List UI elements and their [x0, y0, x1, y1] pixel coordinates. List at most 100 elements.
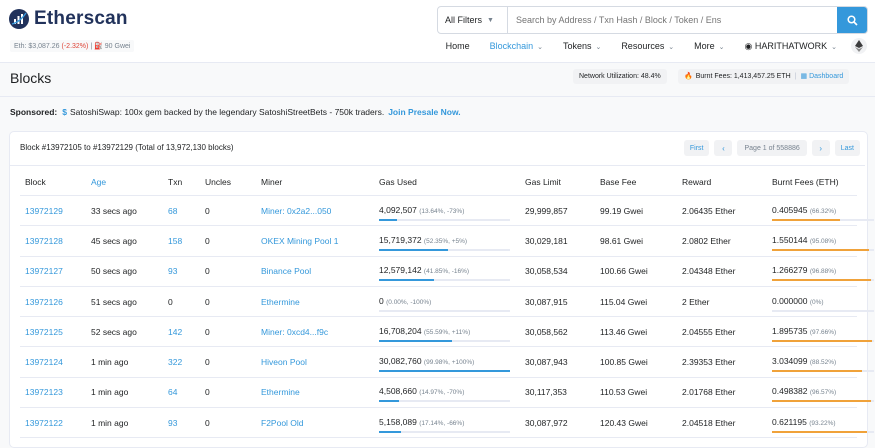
gas-used-bar [379, 248, 510, 251]
blocks-table: Block Age Txn Uncles Miner Gas Used Gas … [20, 169, 874, 439]
burnt-fees-value: 1.895735 [772, 325, 808, 336]
txn-count-link[interactable]: 322 [168, 357, 183, 368]
block-number-link[interactable]: 13972126 [25, 296, 63, 307]
page-title: Blocks [10, 70, 52, 86]
burnt-fees-bar [772, 248, 874, 251]
miner-link[interactable]: Miner: 0x2a2...050 [261, 205, 332, 216]
gas-used-bar-fill [379, 430, 402, 433]
nav-tokens[interactable]: Tokens ⌄ [563, 41, 601, 51]
pagination: First ‹ Page 1 of 558886 › Last [679, 140, 860, 156]
burnt-fees-bar-fill [772, 339, 872, 342]
price-change: (-2.32%) [61, 43, 89, 50]
chevron-down-icon: ⌄ [593, 44, 602, 51]
header-uncles: Uncles [200, 169, 256, 196]
miner-link[interactable]: Ethermine [261, 296, 300, 307]
nav-home[interactable]: Home [445, 41, 470, 51]
base-fee: 100.66 Gwei [595, 256, 677, 287]
block-number-link[interactable]: 13972128 [25, 235, 63, 246]
txn-count-link[interactable]: 93 [168, 266, 178, 277]
nav-more[interactable]: More ⌄ [694, 41, 724, 51]
price-value[interactable]: $3,087.26 [28, 43, 60, 50]
miner-link[interactable]: OKEX Mining Pool 1 [261, 235, 339, 246]
txn-count-link[interactable]: 142 [168, 326, 183, 337]
nav-resources-label: Resources [621, 41, 665, 51]
block-number-link[interactable]: 13972122 [25, 417, 63, 428]
block-number-link[interactable]: 13972129 [25, 205, 63, 216]
first-page-button[interactable]: First [683, 140, 710, 156]
gas-used-bar-fill [379, 279, 434, 282]
burnt-fees-value: Burnt Fees: 1,413,457.25 ETH [695, 73, 791, 80]
header-age[interactable]: Age [86, 169, 163, 196]
etherscan-logo[interactable]: Etherscan [8, 8, 128, 30]
gas-limit: 30,117,353 [520, 377, 595, 409]
ethereum-icon[interactable] [851, 38, 867, 54]
block-number-link[interactable]: 13972125 [25, 326, 63, 337]
nav-blockchain-label: Blockchain [489, 41, 534, 51]
miner-link[interactable]: Miner: 0xcd4...f9c [261, 326, 329, 337]
txn-count-link[interactable]: 93 [168, 417, 178, 428]
uncles-count: 0 [200, 286, 256, 318]
nav-blockchain[interactable]: Blockchain ⌄ [490, 41, 543, 51]
burnt-fees-cell: 1.895735 (97.66%) [772, 322, 874, 342]
price-label: Eth: [14, 43, 27, 50]
gas-used-cell: 16,708,204 (55.59%, +11%) [379, 322, 520, 342]
burnt-fees-cell: 0.498382 (96.57%) [772, 382, 874, 403]
search-filter-select[interactable]: All Filters ▼ [438, 7, 508, 33]
uncles-count: 0 [200, 407, 256, 439]
uncles-count: 0 [200, 225, 256, 257]
title-divider [0, 96, 875, 97]
nav-user[interactable]: ◉ HARITHATWORK ⌄ [744, 41, 837, 52]
burnt-fees-bar-fill [772, 248, 869, 251]
miner-link[interactable]: F2Pool Old [261, 417, 304, 428]
miner-link[interactable]: Ethermine [261, 387, 300, 398]
table-top-divider [10, 165, 865, 166]
burnt-fees-bar [772, 279, 874, 282]
gas-value[interactable]: 90 Gwei [104, 43, 131, 50]
block-number-link[interactable]: 13972123 [25, 387, 63, 398]
gas-used-bar-fill [379, 248, 448, 251]
gas-used-cell: 30,082,760 (99.98%, +100%) [379, 352, 520, 373]
block-number-link[interactable]: 13972124 [25, 357, 63, 368]
gas-limit: 29,999,857 [520, 195, 595, 227]
nav-resources[interactable]: Resources ⌄ [621, 41, 674, 51]
next-page-button[interactable]: › [811, 140, 830, 156]
miner-link[interactable]: Hiveon Pool [261, 357, 307, 368]
satoshiswap-logo-icon: $ [62, 107, 67, 117]
burnt-fees-percent: (88.52%) [809, 359, 837, 367]
txn-count-link[interactable]: 158 [168, 235, 183, 246]
gas-limit: 30,029,181 [520, 225, 595, 257]
burnt-fees-value: 1.550144 [772, 234, 808, 245]
header-reward: Reward [677, 169, 767, 196]
block-age: 1 min ago [86, 346, 163, 378]
uncles-count: 0 [200, 377, 256, 409]
gas-used-percent: (0.00%, -100%) [386, 298, 432, 306]
txn-count-link[interactable]: 64 [168, 387, 178, 398]
burnt-fees-bar [772, 218, 874, 221]
gas-used-bar [379, 400, 510, 403]
gas-used-percent: (99.98%, +100%) [423, 359, 475, 367]
chevron-down-icon: ⌄ [829, 43, 837, 51]
dashboard-link[interactable]: ▦ Dashboard [801, 69, 844, 84]
block-age: 51 secs ago [86, 286, 163, 318]
dashboard-label: Dashboard [809, 73, 844, 80]
prev-page-button[interactable]: ‹ [714, 140, 733, 156]
uncles-count: 0 [200, 195, 256, 227]
sponsor-link[interactable]: Join Presale Now. [388, 107, 461, 117]
block-reward: 2.01768 Ether [677, 377, 767, 409]
gas-limit: 30,058,534 [520, 256, 595, 287]
gas-used-cell: 5,158,089 (17.14%, -66%) [379, 413, 520, 433]
fire-icon: 🔥 [684, 73, 693, 80]
block-number-link[interactable]: 13972127 [25, 266, 63, 277]
txn-count-link[interactable]: 68 [168, 205, 178, 216]
search-button[interactable] [837, 7, 867, 33]
gas-used-value: 4,508,660 [379, 386, 417, 397]
gas-used-bar [379, 309, 510, 312]
table-row: 13972123 1 min ago 64 0 Ethermine 4,508,660 (… [20, 377, 874, 409]
gas-limit: 30,087,972 [520, 407, 595, 439]
search-input[interactable] [508, 7, 837, 33]
last-page-button[interactable]: Last [834, 140, 860, 156]
burnt-fees-cell: 1.550144 (95.08%) [772, 231, 874, 251]
miner-link[interactable]: Binance Pool [261, 266, 312, 277]
table-row: 13972128 45 secs ago 158 0 OKEX Mining Pool … [20, 225, 874, 257]
burnt-fees-value: 0.000000 [772, 295, 808, 306]
